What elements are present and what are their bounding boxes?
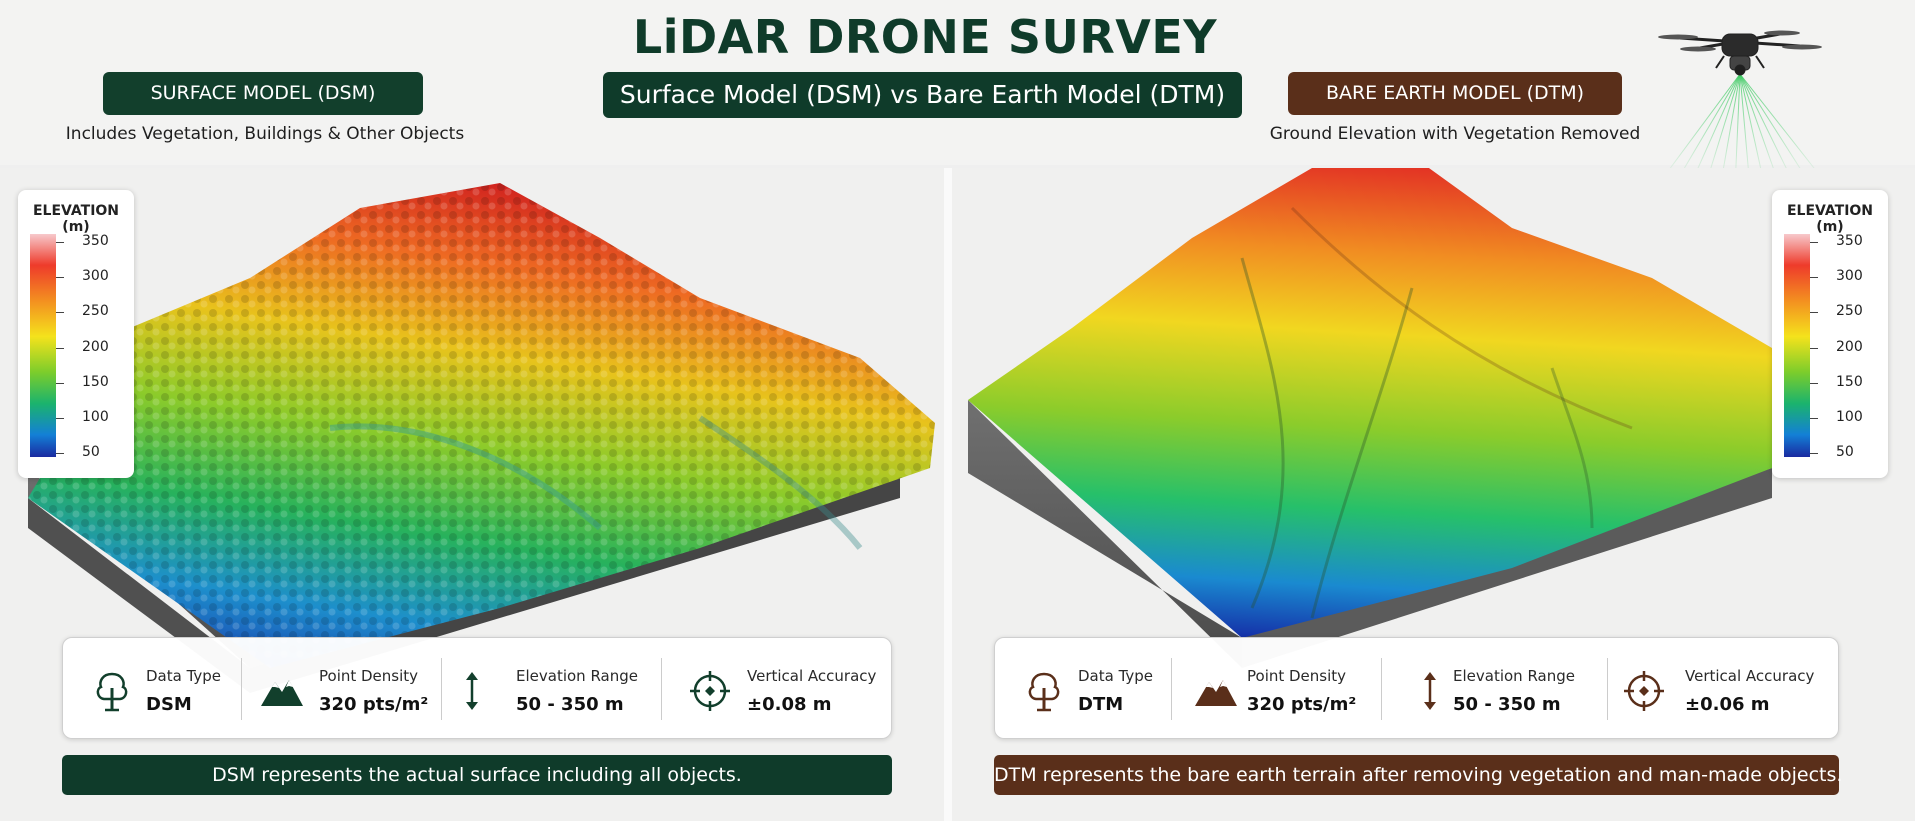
stat-divider xyxy=(241,658,242,720)
legend-label: 150 xyxy=(1836,374,1863,390)
stat-value: 320 pts/m² xyxy=(319,694,429,715)
stat-label: Point Density xyxy=(319,667,419,685)
stat-divider xyxy=(441,658,442,720)
legend-label: 200 xyxy=(1836,339,1863,355)
legend-label: 200 xyxy=(82,339,109,355)
stat-value: 320 pts/m² xyxy=(1247,694,1357,715)
legend-tick xyxy=(1810,348,1818,349)
stat-label: Point Density xyxy=(1247,667,1347,685)
legend-tick xyxy=(1810,277,1818,278)
stat-value: 50 - 350 m xyxy=(516,694,624,715)
stat-label: Data Type xyxy=(146,667,222,685)
tree-icon xyxy=(1028,672,1060,712)
vertical-arrows-icon xyxy=(466,672,478,710)
dtm-description: Ground Elevation with Vegetation Removed xyxy=(1269,124,1641,144)
mountain-icon xyxy=(1195,680,1237,706)
drone-icon xyxy=(1658,30,1826,189)
legend-title: ELEVATION (m) xyxy=(1786,203,1874,235)
stat-data-type: Data Type DSM xyxy=(63,638,241,740)
page-title: LiDAR DRONE SURVEY xyxy=(632,10,1218,64)
dtm-terrain-image xyxy=(968,168,1772,668)
legend-label: 50 xyxy=(82,444,100,460)
legend-label: 350 xyxy=(1836,233,1863,249)
stat-data-type: Data Type DTM xyxy=(995,638,1171,740)
crosshair-icon xyxy=(690,671,730,711)
stat-label: Elevation Range xyxy=(1453,667,1575,685)
stat-divider xyxy=(1171,658,1172,720)
vertical-arrows-icon xyxy=(1424,672,1436,710)
stat-divider xyxy=(661,658,662,720)
legend-label: 150 xyxy=(82,374,109,390)
stat-divider xyxy=(1607,658,1608,720)
stat-label: Vertical Accuracy xyxy=(1685,667,1815,685)
crosshair-icon xyxy=(1624,671,1664,711)
legend-tick xyxy=(1810,242,1818,243)
legend-label: 350 xyxy=(82,233,109,249)
stat-elevation-range: Elevation Range 50 - 350 m xyxy=(441,638,681,740)
dsm-badge: SURFACE MODEL (DSM) xyxy=(103,72,423,115)
comparison-subtitle: Surface Model (DSM) vs Bare Earth Model … xyxy=(603,72,1242,118)
legend-label: 100 xyxy=(82,409,109,425)
stat-value: ±0.08 m xyxy=(747,694,832,715)
dtm-elevation-legend: ELEVATION (m) 350 300 250 200 150 100 50 xyxy=(1772,190,1888,478)
tree-icon xyxy=(96,672,128,712)
mountain-icon xyxy=(261,680,303,706)
dsm-elevation-legend: ELEVATION (m) 350 300 250 200 150 100 50 xyxy=(18,190,134,478)
legend-color-ramp xyxy=(1784,234,1810,457)
legend-label: 300 xyxy=(1836,268,1863,284)
stat-value: 50 - 350 m xyxy=(1453,694,1561,715)
stat-point-density: Point Density 320 pts/m² xyxy=(241,638,441,740)
legend-label: 250 xyxy=(1836,303,1863,319)
stat-value: ±0.06 m xyxy=(1685,694,1770,715)
legend-label: 50 xyxy=(1836,444,1854,460)
legend-tick xyxy=(56,453,64,454)
legend-tick xyxy=(56,277,64,278)
dsm-caption: DSM represents the actual surface includ… xyxy=(62,755,892,795)
stat-point-density: Point Density 320 pts/m² xyxy=(1171,638,1381,740)
legend-tick xyxy=(56,383,64,384)
stat-label: Vertical Accuracy xyxy=(747,667,877,685)
legend-label: 100 xyxy=(1836,409,1863,425)
stat-value: DTM xyxy=(1078,694,1124,715)
legend-tick xyxy=(1810,383,1818,384)
stat-vertical-accuracy: Vertical Accuracy ±0.08 m xyxy=(661,638,891,740)
legend-tick xyxy=(56,312,64,313)
stat-elevation-range: Elevation Range 50 - 350 m xyxy=(1381,638,1601,740)
dsm-stats-card: Data Type DSM Point Density 320 pts/m² E… xyxy=(62,637,892,739)
dtm-badge: BARE EARTH MODEL (DTM) xyxy=(1288,72,1622,115)
dtm-caption: DTM represents the bare earth terrain af… xyxy=(994,755,1842,795)
dtm-stats-card: Data Type DTM Point Density 320 pts/m² E… xyxy=(994,637,1839,739)
legend-color-ramp xyxy=(30,234,56,457)
legend-tick xyxy=(56,418,64,419)
panel-divider xyxy=(944,168,952,821)
legend-tick xyxy=(56,242,64,243)
legend-label: 250 xyxy=(82,303,109,319)
stat-label: Elevation Range xyxy=(516,667,638,685)
stat-vertical-accuracy: Vertical Accuracy ±0.06 m xyxy=(1607,638,1837,740)
stat-label: Data Type xyxy=(1078,667,1154,685)
legend-tick xyxy=(1810,418,1818,419)
stat-divider xyxy=(1381,658,1382,720)
stat-value: DSM xyxy=(146,694,192,715)
legend-label: 300 xyxy=(82,268,109,284)
legend-tick xyxy=(1810,312,1818,313)
header: LiDAR DRONE SURVEY Surface Model (DSM) v… xyxy=(0,0,1915,165)
dsm-description: Includes Vegetation, Buildings & Other O… xyxy=(65,124,465,144)
legend-tick xyxy=(1810,453,1818,454)
legend-title: ELEVATION (m) xyxy=(32,203,120,235)
legend-tick xyxy=(56,348,64,349)
